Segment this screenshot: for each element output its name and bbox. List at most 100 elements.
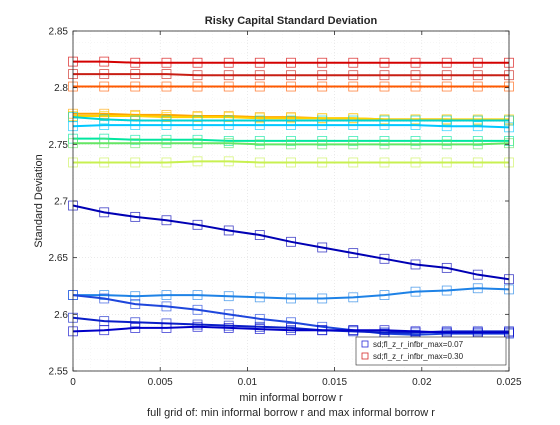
x-tick-label: 0.01 [238, 377, 258, 388]
data-point [130, 211, 141, 222]
series-line [72, 325, 509, 334]
x-tick-label: 0 [70, 377, 76, 388]
data-point [348, 139, 359, 150]
data-point [130, 317, 141, 328]
data-point [410, 139, 421, 150]
data-point [379, 157, 390, 168]
data-point [348, 81, 359, 92]
data-point [379, 253, 390, 264]
data-point [441, 57, 452, 68]
data-point [317, 120, 328, 130]
data-point [441, 70, 452, 81]
data-point [161, 120, 172, 130]
data-point [223, 156, 234, 167]
data-point [99, 81, 110, 92]
series-7 [68, 120, 514, 133]
data-point [286, 139, 296, 150]
data-point [161, 157, 172, 168]
x-tick-label: 0.005 [148, 377, 173, 388]
data-point [130, 291, 141, 302]
data-point [223, 309, 234, 320]
data-point [192, 321, 203, 332]
data-point [161, 81, 172, 92]
data-point [348, 57, 359, 68]
series-1 [68, 56, 514, 68]
data-point [379, 70, 390, 81]
data-point [410, 326, 421, 337]
data-point [99, 157, 110, 168]
data-point [286, 325, 296, 336]
data-point [130, 138, 141, 149]
data-point [254, 81, 265, 92]
data-point [99, 207, 110, 218]
axis-ticks: 0 0.005 0.01 0.015 0.02 0.025 2.55 2.6 2.65 2.7 2.… [49, 27, 522, 389]
data-point [130, 120, 141, 130]
data-point [192, 57, 203, 68]
legend-marker-2 [361, 352, 369, 360]
data-point [223, 57, 234, 68]
x-axis-label: min informal borrow r [239, 392, 343, 404]
legend-marker-1 [361, 340, 369, 348]
data-point [192, 70, 203, 81]
legend-label-2: sd;fl_z_r_infbr_max=0.30 [373, 352, 464, 361]
data-point [161, 69, 172, 79]
data-point [99, 69, 110, 79]
data-point [317, 293, 328, 304]
data-point [410, 81, 421, 92]
data-point [223, 138, 234, 149]
data-point [130, 69, 141, 79]
data-point [472, 115, 483, 126]
series-11 [68, 200, 514, 285]
data-point [130, 323, 141, 333]
data-point [441, 81, 452, 92]
data-point [223, 81, 234, 92]
data-point [379, 290, 390, 300]
data-point [317, 81, 328, 92]
data-point [348, 70, 359, 81]
series-line [72, 124, 510, 129]
data-point [348, 325, 359, 336]
grid [72, 30, 510, 372]
data-point [472, 70, 483, 81]
data-point [99, 120, 110, 130]
data-point [254, 57, 265, 68]
data-point [192, 120, 203, 130]
data-point [161, 57, 172, 68]
data-point [161, 323, 172, 333]
y-tick-label: 2.6 [54, 310, 68, 321]
data-point [130, 299, 141, 310]
legend-box [355, 336, 507, 366]
data-point [348, 120, 359, 130]
series-line [72, 204, 510, 281]
data-point [254, 230, 265, 240]
y-tick-label: 2.75 [49, 140, 69, 151]
data-point [161, 290, 172, 300]
series-15 [68, 321, 514, 338]
data-point [441, 157, 452, 168]
y-tick-label: 2.65 [49, 253, 69, 264]
data-point [254, 139, 265, 150]
legend-label-1: sd;fl_z_r_infbr_max=0.07 [373, 340, 464, 349]
data-point [161, 215, 172, 226]
series-line [73, 115, 509, 121]
data-point [410, 120, 421, 130]
data-point [223, 225, 234, 236]
data-point [379, 81, 390, 92]
data-point [192, 156, 203, 167]
data-point [410, 259, 421, 270]
data-point [348, 157, 359, 168]
data-point [317, 157, 328, 168]
y-tick-label: 2.8 [54, 83, 68, 94]
data-point [254, 157, 265, 168]
data-point [472, 139, 483, 150]
data-point [192, 304, 203, 315]
data-point [223, 291, 234, 302]
data-point [317, 139, 328, 150]
data-point [223, 120, 234, 130]
y-tick-label: 2.55 [49, 367, 69, 378]
data-point [410, 157, 421, 168]
data-point [348, 292, 359, 303]
data-point [286, 293, 296, 304]
